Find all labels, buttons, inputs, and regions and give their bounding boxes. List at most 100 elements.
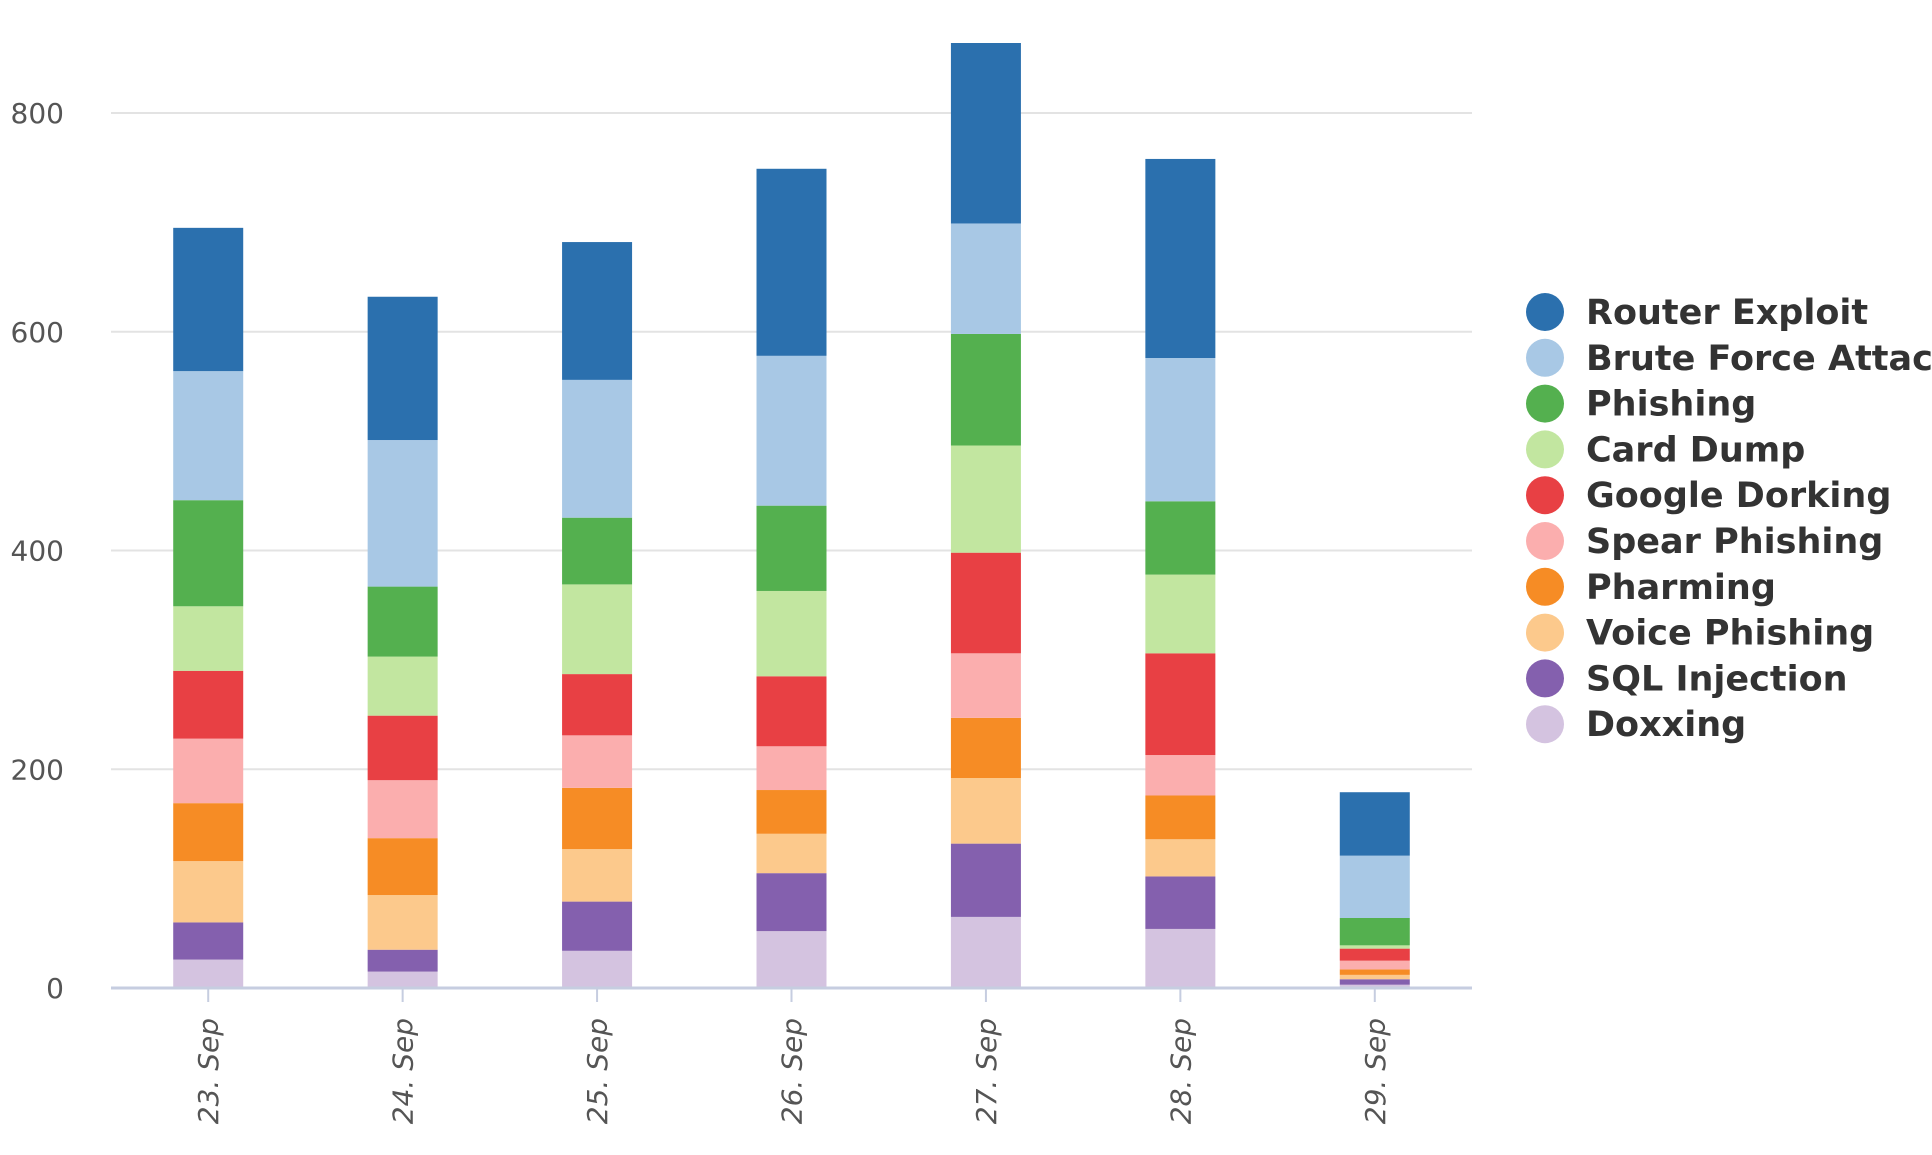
bar-segment [950, 552, 1021, 654]
legend-item: Phishing [1526, 384, 1756, 425]
y-tick-label: 200 [11, 753, 64, 786]
bar-segment [1339, 945, 1410, 949]
legend-swatch [1526, 613, 1564, 652]
y-tick-label: 400 [11, 535, 64, 568]
legend-label: Router Exploit [1586, 293, 1868, 333]
y-tick-label: 800 [11, 97, 64, 130]
y-tick-label: 0 [46, 972, 64, 1005]
legend-item: Card Dump [1526, 430, 1805, 470]
bar-segment [1339, 792, 1410, 856]
legend-swatch [1526, 476, 1564, 515]
bar-segment [562, 242, 633, 380]
legend-item: Doxxing [1526, 705, 1746, 745]
legend-item: Brute Force Attack [1526, 338, 1932, 379]
legend-label: Voice Phishing [1586, 614, 1874, 654]
bar-segment [367, 838, 438, 896]
bar-segment [756, 168, 827, 356]
legend-swatch [1526, 522, 1564, 560]
bar-segment [1339, 960, 1410, 970]
bars [173, 43, 1410, 988]
legend-item: Voice Phishing [1526, 613, 1874, 654]
bar-segment [1339, 918, 1410, 946]
x-tick-label: 27. Sep [970, 1018, 1003, 1124]
legend-label: Google Dorking [1586, 476, 1891, 516]
legend-item: Router Exploit [1526, 293, 1868, 333]
legend-item: Pharming [1526, 567, 1776, 608]
bar-segment [562, 584, 633, 675]
bar-segment [367, 780, 438, 839]
x-tick-label: 24. Sep [387, 1018, 420, 1124]
bar-segment [173, 738, 244, 804]
bar-segment [950, 333, 1021, 446]
bar-segment [1145, 358, 1216, 502]
bar-segment [562, 379, 633, 518]
bar-segment [950, 43, 1021, 224]
bar-segment [1145, 876, 1216, 929]
bar-segment [1145, 158, 1216, 358]
x-tick-label: 25. Sep [581, 1018, 614, 1124]
x-tick-label: 28. Sep [1164, 1018, 1197, 1124]
bar-segment [1145, 574, 1216, 654]
bar-segment [173, 371, 244, 501]
bar-segment [756, 676, 827, 747]
bar-segment [950, 653, 1021, 718]
bar-segment [367, 949, 438, 972]
legend-swatch [1526, 705, 1564, 744]
legend-label: Card Dump [1586, 430, 1805, 470]
bar-segment [1339, 984, 1410, 988]
bar-segment [173, 803, 244, 862]
bar-segment [1339, 979, 1410, 985]
bar-segment [1145, 795, 1216, 840]
bar-segment [173, 670, 244, 739]
bar-segment [950, 445, 1021, 553]
bar-segment [1145, 928, 1216, 988]
legend-label: Brute Force Attack [1586, 339, 1932, 379]
bar-segment [367, 440, 438, 587]
bar-segment [756, 505, 827, 591]
bar-segment [367, 586, 438, 657]
bar-segment [173, 959, 244, 988]
bar-segment [756, 931, 827, 988]
bar-segment [367, 715, 438, 781]
bar-segment [1145, 501, 1216, 575]
x-tick-label: 26. Sep [776, 1018, 809, 1124]
legend-label: Phishing [1586, 385, 1756, 425]
bar-segment [367, 656, 438, 716]
legend-label: Spear Phishing [1586, 522, 1883, 562]
legend-label: Pharming [1586, 568, 1776, 608]
bar-segment [1339, 948, 1410, 961]
bar-segment [1145, 755, 1216, 796]
axes: 0 200 400 600 800 23. Sep 24. Sep 25. Sep 26. Se… [11, 97, 1472, 1124]
bar-segment [173, 922, 244, 960]
bar-segment [1145, 839, 1216, 877]
bar-segment [1145, 653, 1216, 756]
bar-segment [950, 843, 1021, 917]
bar-segment [562, 517, 633, 585]
bar-segment [950, 223, 1021, 334]
legend-swatch [1526, 384, 1564, 423]
bar-segment [1339, 974, 1410, 980]
legend-item: Google Dorking [1526, 476, 1891, 516]
bar-segment [756, 833, 827, 874]
legend-swatch [1526, 293, 1564, 331]
bar-segment [367, 895, 438, 950]
bar-segment [562, 950, 633, 988]
bar-segment [756, 790, 827, 834]
y-tick-label: 600 [11, 316, 64, 349]
legend-swatch [1526, 659, 1564, 698]
bar-segment [950, 717, 1021, 778]
legend-swatch [1526, 430, 1564, 469]
bar-segment [562, 674, 633, 736]
bar-segment [756, 873, 827, 932]
bar-segment [1339, 855, 1410, 918]
bar-segment [756, 746, 827, 791]
bar-segment [756, 590, 827, 677]
legend-item: Spear Phishing [1526, 522, 1883, 562]
x-tick-label: 23. Sep [192, 1018, 225, 1124]
bar-segment [562, 849, 633, 902]
bar-segment [173, 606, 244, 671]
bar-segment [173, 227, 244, 372]
bar-segment [173, 861, 244, 923]
